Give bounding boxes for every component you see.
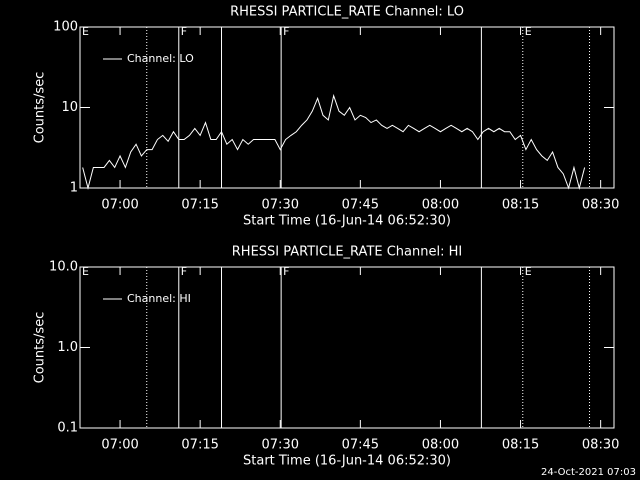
event-label: F <box>283 265 289 278</box>
event-label: E <box>82 265 89 278</box>
x-tick-label: 07:30 <box>262 198 299 213</box>
y-tick-label: 100 <box>53 20 78 35</box>
y-axis-label: Counts/sec <box>33 72 48 144</box>
event-label: E <box>525 265 532 278</box>
x-tick-label: 08:00 <box>422 438 459 453</box>
x-tick-label: 08:30 <box>582 198 619 213</box>
y-tick-label: 0.1 <box>57 421 78 436</box>
y-tick-label: 1 <box>70 181 78 196</box>
event-label: F <box>181 265 187 278</box>
footer: 24-Oct-2021 07:03 <box>541 467 636 478</box>
x-tick-label: 07:45 <box>342 438 379 453</box>
x-tick-label: 07:15 <box>181 198 218 213</box>
event-label: E <box>82 25 89 38</box>
chart-title: RHESSI PARTICLE_RATE Channel: HI <box>232 245 462 260</box>
x-tick-label: 08:30 <box>582 438 619 453</box>
data-line <box>82 93 586 190</box>
x-tick-label: 07:30 <box>262 438 299 453</box>
legend-label: Channel: LO <box>127 52 194 65</box>
chart-title: RHESSI PARTICLE_RATE Channel: LO <box>230 5 464 20</box>
x-tick-label: 08:00 <box>422 198 459 213</box>
y-tick-label: 10 <box>61 100 78 115</box>
x-tick-label: 07:00 <box>101 438 138 453</box>
event-label: F <box>181 25 187 38</box>
x-axis-label: Start Time (16-Jun-14 06:52:30) <box>243 454 451 469</box>
x-tick-label: 08:15 <box>502 198 539 213</box>
x-tick-label: 07:15 <box>181 438 218 453</box>
y-tick-label: 10.0 <box>49 260 78 275</box>
x-tick-label: 08:15 <box>502 438 539 453</box>
x-axis-label: Start Time (16-Jun-14 06:52:30) <box>243 214 451 229</box>
x-tick-label: 07:00 <box>101 198 138 213</box>
y-axis-label: Counts/sec <box>33 312 48 384</box>
legend-label: Channel: HI <box>127 292 191 305</box>
x-tick-label: 07:45 <box>342 198 379 213</box>
y-tick-label: 1.0 <box>57 340 78 355</box>
event-label: F <box>283 25 289 38</box>
event-label: E <box>525 25 532 38</box>
